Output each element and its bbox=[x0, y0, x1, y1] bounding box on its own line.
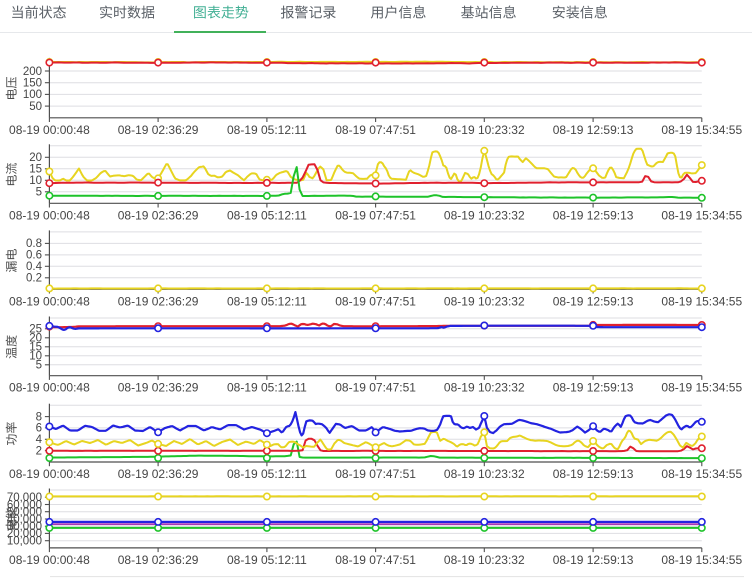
svg-text:08-19 10:23:32: 08-19 10:23:32 bbox=[444, 123, 525, 137]
svg-text:10: 10 bbox=[29, 351, 42, 363]
svg-text:08-19 00:00:48: 08-19 00:00:48 bbox=[9, 553, 90, 567]
svg-text:50,000: 50,000 bbox=[7, 507, 42, 519]
svg-text:08-19 07:47:51: 08-19 07:47:51 bbox=[335, 294, 416, 308]
svg-text:10: 10 bbox=[29, 175, 42, 187]
svg-text:08-19 15:34:55: 08-19 15:34:55 bbox=[661, 123, 742, 137]
svg-text:08-19 00:00:48: 08-19 00:00:48 bbox=[9, 208, 90, 222]
svg-text:5: 5 bbox=[36, 360, 42, 372]
svg-text:08-19 10:23:32: 08-19 10:23:32 bbox=[444, 553, 525, 567]
svg-text:08-19 07:47:51: 08-19 07:47:51 bbox=[335, 467, 416, 481]
svg-text:4: 4 bbox=[36, 434, 43, 446]
svg-text:08-19 05:12:11: 08-19 05:12:11 bbox=[227, 381, 307, 395]
svg-text:5: 5 bbox=[36, 187, 42, 199]
svg-text:08-19 02:36:29: 08-19 02:36:29 bbox=[118, 467, 199, 481]
svg-text:08-19 10:23:32: 08-19 10:23:32 bbox=[444, 467, 525, 481]
svg-text:20: 20 bbox=[29, 333, 42, 345]
svg-text:08-19 07:47:51: 08-19 07:47:51 bbox=[335, 553, 416, 567]
svg-text:08-19 12:59:13: 08-19 12:59:13 bbox=[553, 467, 634, 481]
svg-text:08-19 05:12:11: 08-19 05:12:11 bbox=[227, 553, 307, 567]
svg-text:100: 100 bbox=[23, 89, 42, 101]
svg-text:08-19 02:36:29: 08-19 02:36:29 bbox=[118, 294, 199, 308]
svg-text:0.6: 0.6 bbox=[26, 250, 42, 262]
svg-text:08-19 00:00:48: 08-19 00:00:48 bbox=[9, 467, 90, 481]
svg-text:08-19 07:47:51: 08-19 07:47:51 bbox=[335, 123, 416, 137]
svg-text:08-19 10:23:32: 08-19 10:23:32 bbox=[444, 208, 525, 222]
svg-text:08-19 12:59:13: 08-19 12:59:13 bbox=[553, 294, 634, 308]
svg-text:08-19 12:59:13: 08-19 12:59:13 bbox=[553, 381, 634, 395]
svg-text:08-19 15:34:55: 08-19 15:34:55 bbox=[661, 381, 742, 395]
svg-text:08-19 00:00:48: 08-19 00:00:48 bbox=[9, 123, 90, 137]
svg-text:10,000: 10,000 bbox=[7, 536, 42, 548]
svg-text:08-19 05:12:11: 08-19 05:12:11 bbox=[227, 294, 307, 308]
svg-text:15: 15 bbox=[29, 342, 42, 354]
svg-text:8: 8 bbox=[36, 411, 42, 423]
svg-text:08-19 07:47:51: 08-19 07:47:51 bbox=[335, 381, 416, 395]
svg-text:20: 20 bbox=[29, 152, 42, 164]
svg-text:08-19 05:12:11: 08-19 05:12:11 bbox=[227, 208, 307, 222]
svg-text:08-19 15:34:55: 08-19 15:34:55 bbox=[661, 208, 742, 222]
svg-text:50: 50 bbox=[29, 101, 42, 113]
svg-text:08-19 02:36:29: 08-19 02:36:29 bbox=[118, 208, 199, 222]
svg-text:0.8: 0.8 bbox=[26, 238, 42, 250]
svg-text:08-19 07:47:51: 08-19 07:47:51 bbox=[335, 208, 416, 222]
svg-text:08-19 05:12:11: 08-19 05:12:11 bbox=[227, 123, 307, 137]
svg-text:200: 200 bbox=[23, 66, 42, 78]
svg-text:08-19 00:00:48: 08-19 00:00:48 bbox=[9, 294, 90, 308]
svg-text:08-19 10:23:32: 08-19 10:23:32 bbox=[444, 381, 525, 395]
svg-text:08-19 15:34:55: 08-19 15:34:55 bbox=[661, 553, 742, 567]
svg-text:70,000: 70,000 bbox=[7, 492, 42, 504]
svg-text:08-19 15:34:55: 08-19 15:34:55 bbox=[661, 467, 742, 481]
svg-text:08-19 00:00:48: 08-19 00:00:48 bbox=[9, 381, 90, 395]
svg-text:08-19 12:59:13: 08-19 12:59:13 bbox=[553, 123, 634, 137]
svg-text:15: 15 bbox=[29, 164, 42, 176]
svg-text:20,000: 20,000 bbox=[7, 528, 42, 540]
svg-text:0.2: 0.2 bbox=[26, 273, 42, 285]
svg-text:150: 150 bbox=[23, 78, 42, 90]
svg-text:08-19 12:59:13: 08-19 12:59:13 bbox=[553, 208, 634, 222]
svg-text:25: 25 bbox=[29, 324, 42, 336]
svg-text:08-19 15:34:55: 08-19 15:34:55 bbox=[661, 294, 742, 308]
svg-text:08-19 12:59:13: 08-19 12:59:13 bbox=[553, 553, 634, 567]
svg-text:08-19 02:36:29: 08-19 02:36:29 bbox=[118, 381, 199, 395]
svg-text:6: 6 bbox=[36, 423, 42, 435]
svg-text:08-19 10:23:32: 08-19 10:23:32 bbox=[444, 294, 525, 308]
svg-text:08-19 05:12:11: 08-19 05:12:11 bbox=[227, 467, 307, 481]
svg-text:08-19 02:36:29: 08-19 02:36:29 bbox=[118, 553, 199, 567]
svg-text:2: 2 bbox=[36, 445, 42, 457]
svg-text:0.4: 0.4 bbox=[26, 261, 43, 273]
svg-text:08-19 02:36:29: 08-19 02:36:29 bbox=[118, 123, 199, 137]
